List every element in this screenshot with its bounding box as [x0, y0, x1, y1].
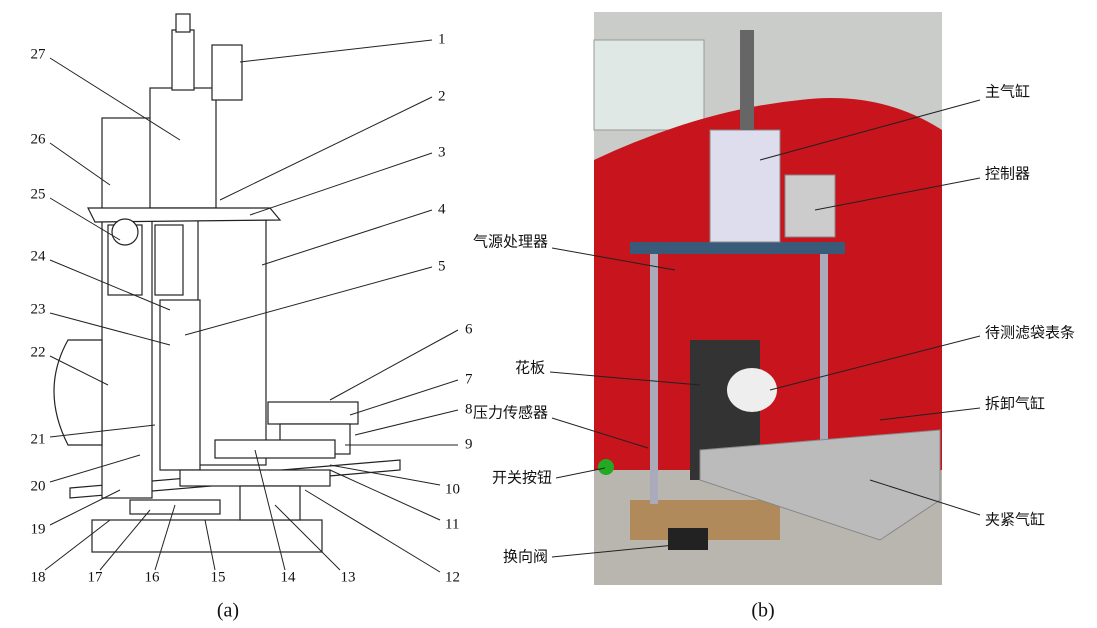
leader-line	[262, 210, 432, 265]
callout-number: 26	[31, 131, 47, 147]
callout-number: 6	[465, 321, 473, 337]
callout-number: 10	[445, 481, 460, 497]
callout-number: 23	[31, 301, 46, 317]
caption: (a)	[217, 600, 239, 622]
switch-button	[598, 459, 614, 475]
callout-number: 27	[31, 46, 47, 62]
window	[594, 40, 704, 130]
leader-line	[355, 410, 458, 435]
callout-number: 4	[438, 201, 446, 217]
column	[650, 254, 658, 504]
leader-line	[240, 40, 432, 62]
callout-number: 18	[31, 569, 46, 585]
piston-rod	[740, 30, 754, 130]
callout-number: 25	[31, 186, 46, 202]
leader-line	[220, 97, 432, 200]
leader-line	[350, 380, 458, 415]
filter-bag	[727, 368, 777, 412]
callout-number: 1	[438, 31, 446, 47]
callout-number: 12	[445, 569, 460, 585]
callout-number: 24	[31, 248, 47, 264]
callout-number: 22	[31, 344, 46, 360]
callout-number: 7	[465, 371, 473, 387]
main-cylinder	[710, 130, 780, 242]
callout-number: 2	[438, 88, 446, 104]
component-label: 拆卸气缸	[985, 395, 1045, 413]
callout-number: 21	[31, 431, 46, 447]
callout-number: 14	[281, 569, 297, 585]
component-label: 夹紧气缸	[985, 511, 1045, 529]
callout-number: 8	[465, 401, 473, 417]
callout-number: 13	[341, 569, 356, 585]
component-label: 控制器	[985, 165, 1030, 183]
leader-line	[250, 153, 432, 215]
figure: 1234567891011121314151617181920212223242…	[0, 0, 1097, 628]
leader-line	[330, 470, 440, 520]
component-label: 花板	[515, 359, 545, 377]
valve	[668, 528, 708, 550]
component-label: 压力传感器	[473, 404, 548, 422]
callout-number: 19	[31, 521, 46, 537]
leader-line	[305, 490, 440, 572]
leader-line	[50, 143, 110, 185]
callout-number: 16	[145, 569, 161, 585]
callout-number: 20	[31, 478, 46, 494]
callout-number: 11	[445, 516, 459, 532]
component-label: 气源处理器	[473, 233, 548, 251]
component-label: 换向阀	[503, 548, 548, 566]
callout-number: 5	[438, 258, 446, 274]
component-label: 主气缸	[985, 83, 1030, 101]
photo	[594, 12, 942, 585]
callout-number: 15	[211, 569, 226, 585]
callout-number: 17	[88, 569, 104, 585]
top-plate	[630, 242, 845, 254]
callout-number: 9	[465, 436, 473, 452]
component-label: 开关按钮	[492, 469, 552, 487]
leader-line	[330, 330, 458, 400]
callout-number: 3	[438, 144, 446, 160]
controller	[785, 175, 835, 237]
component-label: 待测滤袋表条	[985, 324, 1075, 342]
caption: (b)	[751, 600, 774, 622]
